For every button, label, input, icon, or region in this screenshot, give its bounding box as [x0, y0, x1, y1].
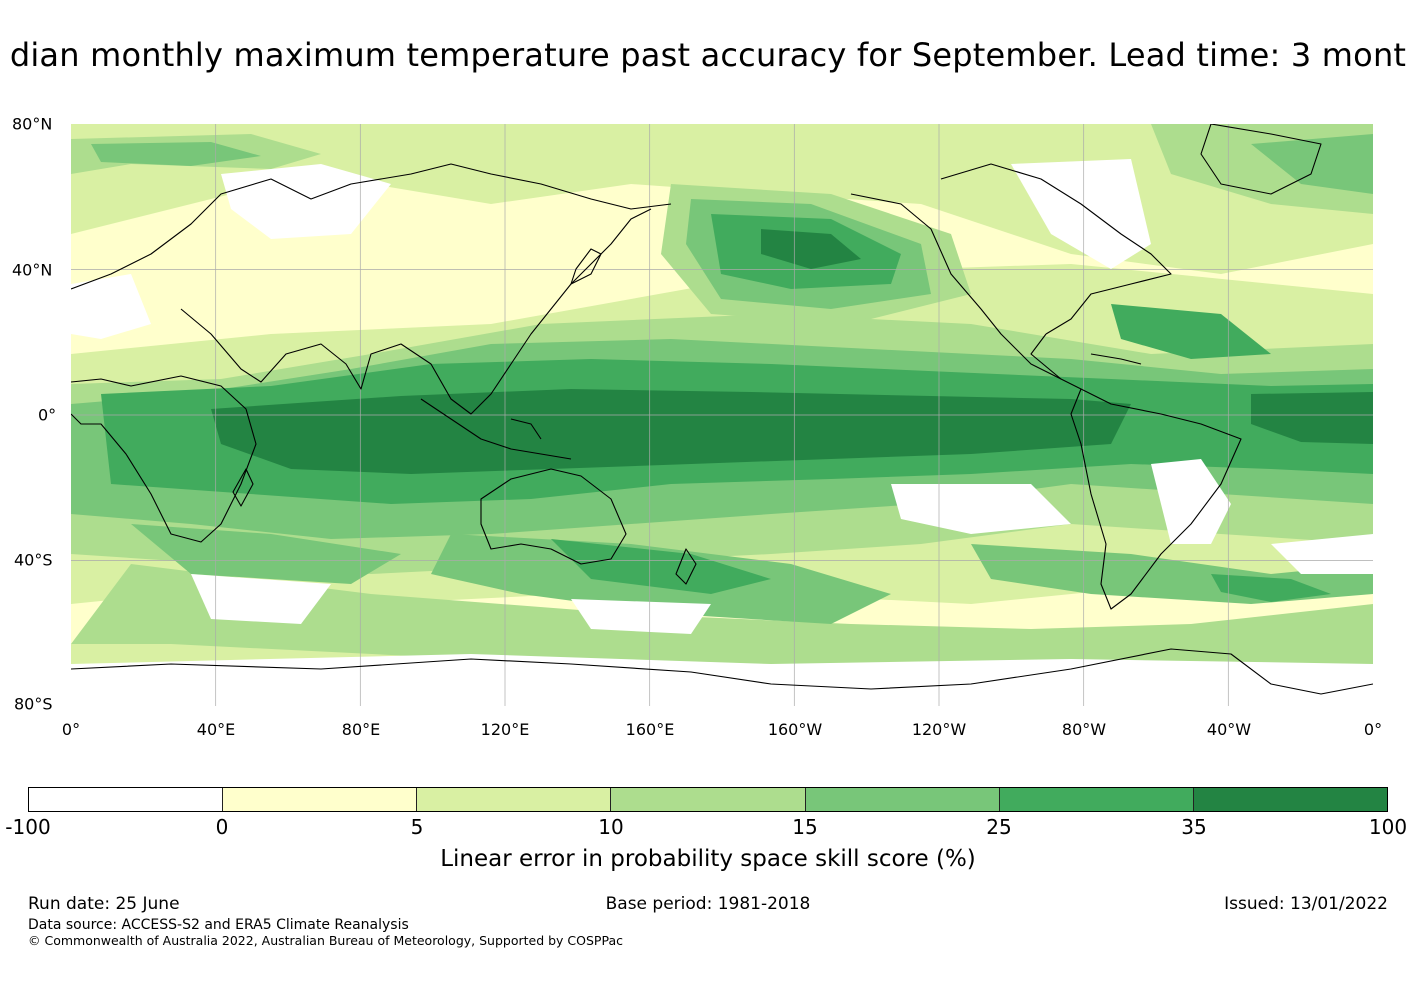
colorbar-segment — [417, 788, 612, 811]
colorbar-tick: 5 — [410, 815, 424, 839]
lon-label: 40°E — [196, 720, 236, 739]
colorbar-segment — [611, 788, 806, 811]
colorbar-tick: 100 — [1368, 815, 1408, 839]
lon-label: 0° — [1363, 720, 1383, 739]
lon-label: 160°E — [625, 720, 675, 739]
lat-label: 80°N — [12, 114, 53, 134]
base-period: Base period: 1981-2018 — [605, 894, 811, 914]
lon-label: 0° — [61, 720, 81, 739]
colorbar-label: Linear error in probability space skill … — [440, 846, 976, 872]
skill-band-35-100 — [211, 229, 1373, 474]
colorbar-tick: 15 — [792, 815, 818, 839]
skill-score-map[interactable] — [71, 124, 1373, 706]
colorbar — [28, 787, 1388, 812]
lon-label: 80°W — [1061, 720, 1107, 739]
lon-label: 120°W — [911, 720, 967, 739]
colorbar-tick: 0 — [215, 815, 229, 839]
colorbar-tick: 10 — [598, 815, 624, 839]
colorbar-segment — [29, 788, 224, 811]
lon-label: 160°W — [767, 720, 823, 739]
lat-label: 40°N — [12, 260, 53, 280]
lat-label: 80°S — [14, 694, 53, 714]
issued-date: Issued: 13/01/2022 — [1224, 894, 1388, 914]
colorbar-segment — [223, 788, 418, 811]
colorbar-tick: -100 — [5, 815, 51, 839]
colorbar-segment — [999, 788, 1194, 811]
lon-label: 120°E — [480, 720, 530, 739]
colorbar-segment — [805, 788, 1000, 811]
run-date: Run date: 25 June — [28, 894, 180, 914]
lat-label: 0° — [38, 405, 57, 425]
colorbar-segment — [1193, 788, 1387, 811]
skill-band-negative — [71, 159, 1373, 706]
data-source: Data source: ACCESS-S2 and ERA5 Climate … — [28, 917, 409, 933]
colorbar-tick: 25 — [986, 815, 1012, 839]
colorbar-tick: 35 — [1181, 815, 1207, 839]
lon-label: 40°W — [1206, 720, 1252, 739]
coastlines — [71, 124, 1373, 695]
lat-label: 40°S — [14, 550, 53, 570]
lon-label: 80°E — [341, 720, 381, 739]
map-title: dian monthly maximum temperature past ac… — [9, 36, 1407, 74]
copyright-notice: © Commonwealth of Australia 2022, Austra… — [28, 933, 623, 948]
